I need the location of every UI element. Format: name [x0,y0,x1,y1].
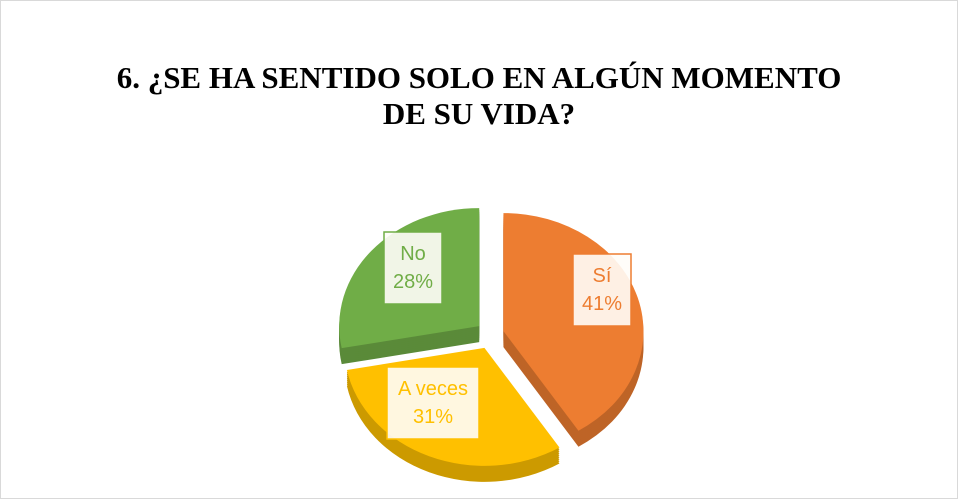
data-label-value: 41% [582,293,622,315]
data-label-value: 28% [393,271,433,293]
title-line: DE SU VIDA? [383,96,575,131]
data-label-category: A veces [398,378,468,400]
data-label: A veces 31% [398,378,468,428]
data-label: No 28% [393,243,433,293]
data-label-value: 31% [413,406,453,428]
data-label-box [383,231,443,305]
data-label-box [386,366,480,440]
title-line: 6. ¿SE HA SENTIDO SOLO EN ALGÚN MOMENTO [117,60,842,95]
chart-title: 6. ¿SE HA SENTIDO SOLO EN ALGÚN MOMENTO D… [117,60,842,131]
data-label-category: Sí [593,265,612,287]
data-label-category: No [400,243,426,265]
data-label-box [572,253,632,327]
data-label: Sí 41% [582,265,622,315]
